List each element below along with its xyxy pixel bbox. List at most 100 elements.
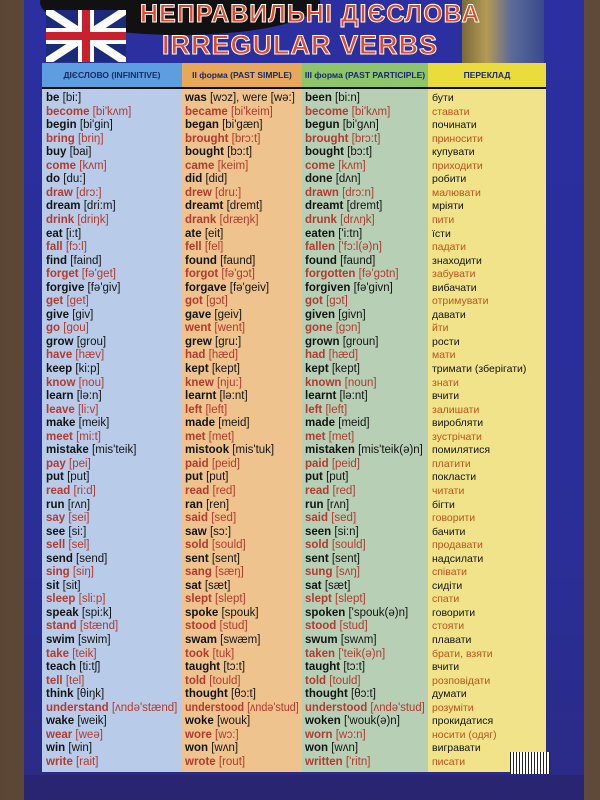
- uk-flag-icon: [46, 10, 126, 62]
- infinitive-cell: forget [fə'get]: [46, 268, 179, 282]
- past-participle-cell: read [red]: [305, 485, 425, 499]
- verb-form: do: [46, 173, 61, 186]
- verb-form: forgotten: [305, 268, 356, 281]
- past-simple-cell: began [bi'gæn]: [185, 119, 299, 133]
- verb-form: pay: [46, 457, 66, 470]
- transcription: [meid]: [218, 417, 250, 430]
- transcription: [li:v]: [77, 403, 99, 416]
- translation-cell: мріяти: [432, 200, 464, 213]
- translation-cell: знати: [432, 376, 459, 389]
- infinitive-cell: meet [mi:t]: [46, 431, 179, 445]
- verb-form: mistake: [46, 444, 89, 457]
- past-simple-cell: taught [tɔ:t]: [185, 661, 299, 675]
- transcription: [faund]: [340, 254, 376, 267]
- transcription: [met]: [208, 430, 235, 443]
- verb-form: swim: [46, 634, 75, 646]
- verb-form: win: [46, 742, 66, 755]
- transcription: [θɔ:t]: [231, 688, 256, 701]
- verb-form: began: [185, 119, 219, 132]
- verb-form: come: [305, 159, 336, 172]
- transcription: [wouk]: [216, 715, 251, 728]
- transcription: [teik]: [72, 647, 97, 660]
- past-simple-cell: kept [kept]: [185, 363, 299, 377]
- infinitive-cell: sit [sit]: [46, 580, 179, 594]
- translation-cell: сидіти: [432, 579, 463, 592]
- transcription: [bi'kʌm]: [351, 105, 391, 118]
- translation-cell: залишати: [432, 403, 480, 416]
- infinitive-cell: fall [fɔ:l]: [46, 241, 179, 255]
- past-participle-cell: had [hæd]: [305, 349, 425, 363]
- verb-form: told: [185, 674, 207, 687]
- past-participle-cell: bought [bɔ:t]: [305, 146, 425, 160]
- transcription: [bi:n]: [335, 92, 360, 104]
- translation-cell: писати: [432, 755, 466, 768]
- verb-form: begun: [305, 119, 340, 132]
- past-participle-cell: fallen ['fɔ:l(ə)n]: [305, 241, 425, 255]
- infinitive-cell: buy [bai]: [46, 146, 179, 160]
- verb-form: won: [185, 742, 208, 755]
- verb-form: eaten: [305, 227, 336, 240]
- transcription: [ren]: [206, 498, 230, 511]
- past-participle-cell: understood [ʌndə'stud]: [305, 702, 425, 716]
- verb-form: put: [305, 471, 323, 484]
- infinitive-cell: see [si:]: [46, 526, 179, 540]
- transcription: [bai]: [69, 146, 92, 159]
- past-simple-cell: ran [ren]: [185, 499, 299, 513]
- past-simple-cell: told [tould]: [185, 675, 299, 689]
- verb-form: bring: [46, 132, 75, 145]
- verb-form: draw: [46, 186, 73, 199]
- transcription: [gou]: [63, 322, 89, 335]
- verb-form: understand: [46, 701, 109, 714]
- verb-form: brought: [185, 132, 229, 145]
- transcription: [did]: [205, 173, 228, 186]
- transcription: [dræŋk]: [219, 213, 259, 226]
- transcription: [sed]: [331, 512, 357, 525]
- transcription: [stud]: [219, 620, 248, 633]
- infinitive-cell: wear [weə]: [46, 729, 179, 743]
- transcription: [sed]: [211, 512, 237, 525]
- translation-cell: робити: [432, 173, 467, 186]
- transcription: [bi'gin]: [79, 119, 113, 132]
- verb-form: dreamt: [305, 200, 344, 213]
- past-simple-cell: became [bi'keim]: [185, 106, 299, 120]
- past-participle-cell: sold [sould]: [305, 539, 425, 553]
- transcription: [mi:t]: [76, 430, 101, 443]
- verb-form: sang: [185, 566, 212, 579]
- translation-cell: мати: [432, 349, 456, 362]
- infinitive-cell: be [bi:]: [46, 92, 179, 106]
- transcription: [tuk]: [212, 647, 235, 660]
- transcription: [sɔ:]: [209, 525, 232, 538]
- verb-form: found: [185, 254, 217, 267]
- past-simple-cell: had [hæd]: [185, 349, 299, 363]
- past-participle-cell: thought [θɔ:t]: [305, 688, 425, 702]
- infinitive-cell: come [kʌm]: [46, 160, 179, 174]
- translation-cell: ставати: [432, 105, 470, 118]
- verb-form: find: [46, 254, 68, 267]
- past-simple-cell: stood [stud]: [185, 620, 299, 634]
- verb-form: kept: [185, 363, 209, 375]
- infinitive-cell: begin [bi'gin]: [46, 119, 179, 133]
- transcription: [win]: [68, 742, 93, 755]
- infinitive-cell: pay [pei]: [46, 458, 179, 472]
- infinitive-cell: find [faind]: [46, 255, 179, 269]
- header-infinitive: ДІЄСЛОВО (INFINITIVE): [42, 63, 182, 89]
- transcription: [groun]: [342, 335, 379, 348]
- translation-cell: знаходити: [432, 254, 482, 267]
- transcription: [kʌm]: [338, 159, 366, 172]
- big-ben-image: [462, 0, 544, 64]
- transcription: [sei]: [68, 512, 90, 525]
- past-participle-cell: seen [si:n]: [305, 526, 425, 540]
- infinitive-cell: know [nou]: [46, 377, 179, 391]
- past-participle-cell: drawn [drɔ:n]: [305, 187, 425, 201]
- past-participle-cell: met [met]: [305, 431, 425, 445]
- verb-form: begin: [46, 119, 77, 132]
- verb-form: wake: [46, 715, 75, 728]
- infinitive-cell: speak [spi:k]: [46, 607, 179, 621]
- verb-form: grew: [185, 335, 212, 348]
- transcription: ['spouk(ə)n]: [348, 606, 409, 619]
- infinitive-cell: draw [drɔ:]: [46, 187, 179, 201]
- transcription: [slept]: [335, 593, 366, 606]
- verb-form: bought: [305, 146, 344, 159]
- past-participle-cell: spoken ['spouk(ə)n]: [305, 607, 425, 621]
- verb-form: was: [185, 92, 207, 104]
